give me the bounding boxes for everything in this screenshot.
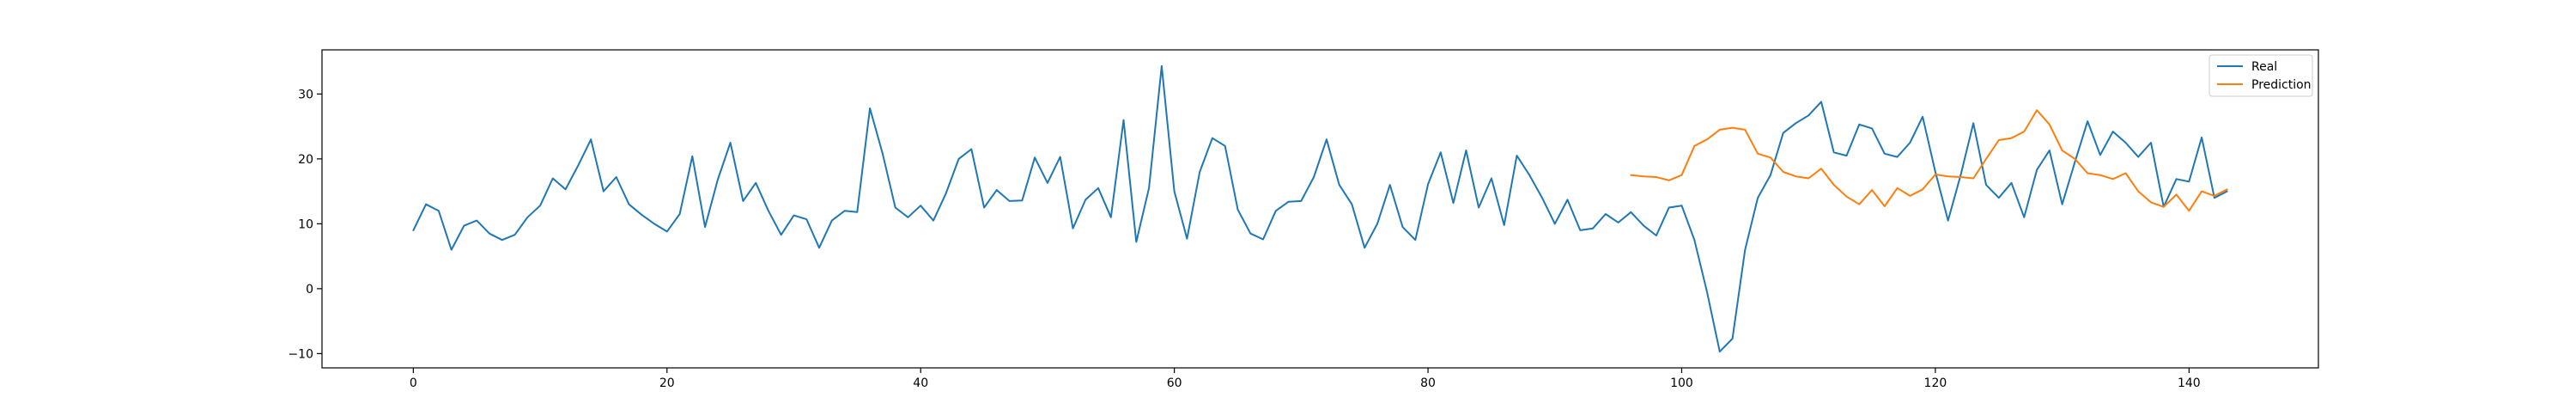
x-tick-label: 120 <box>1924 376 1947 390</box>
series-line-prediction <box>1630 109 2228 212</box>
y-tick-label: 30 <box>298 88 313 101</box>
legend: Real Prediction <box>2208 54 2313 97</box>
x-tick-label: 20 <box>659 376 675 390</box>
y-tick-label: 20 <box>298 153 313 167</box>
y-tick-label: −10 <box>288 347 313 361</box>
plot-frame <box>321 49 2319 369</box>
series-layer <box>412 64 2228 353</box>
x-tick-label: 0 <box>410 376 417 390</box>
legend-label-real: Real <box>2251 60 2277 74</box>
x-tick-label: 100 <box>1670 376 1693 390</box>
y-tick-label: 10 <box>298 217 313 231</box>
y-tick-label: 0 <box>306 283 313 297</box>
x-tick-label: 60 <box>1167 376 1182 390</box>
x-tick-label: 80 <box>1420 376 1436 390</box>
legend-label-prediction: Prediction <box>2251 78 2312 92</box>
plot-area <box>322 50 2318 368</box>
axes-layer: 0 20 40 60 80 100 120 140 −10 0 10 20 30 <box>288 88 2200 390</box>
x-tick-label: 40 <box>913 376 928 390</box>
x-tick-label: 140 <box>2178 376 2201 390</box>
series-line-real <box>412 64 2228 353</box>
